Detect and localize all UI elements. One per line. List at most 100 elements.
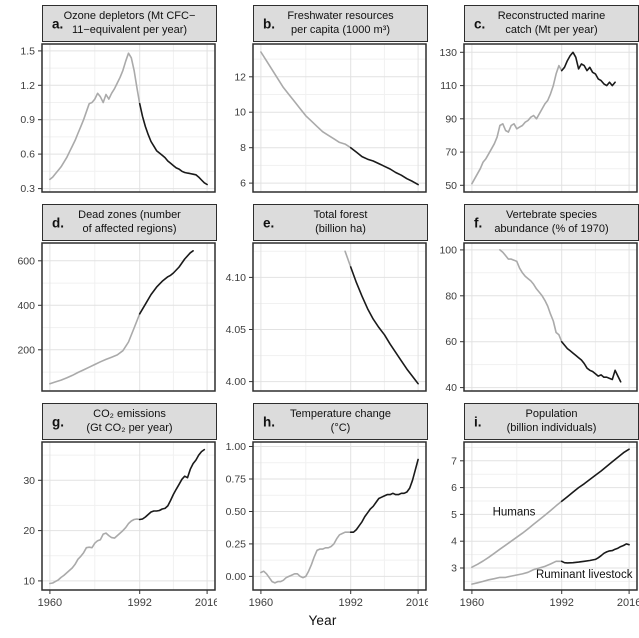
y-axis-tick-label: 6 — [451, 482, 457, 494]
panel-a-letter: a. — [52, 16, 64, 31]
y-axis-tick-label: 0.3 — [20, 183, 35, 194]
series-post-1992 — [138, 250, 194, 315]
y-axis-tick-label: 70 — [445, 147, 457, 159]
y-axis-tick-label: 1.00 — [226, 441, 247, 453]
y-axis-tick-label: 4.05 — [226, 324, 247, 336]
series-annotation: Ruminant livestock — [536, 569, 633, 581]
panel-f-strip: f. Vertebrate species abundance (% of 19… — [464, 204, 639, 241]
panel-b-title: Freshwater resources per capita (1000 m³… — [254, 10, 427, 37]
panel-grid: a. Ozone depletors (Mt CFC− 11−equivalen… — [6, 5, 639, 612]
panel-a-title: Ozone depletors (Mt CFC− 11−equivalent p… — [43, 10, 216, 37]
plot-background — [42, 44, 215, 192]
panel-g-title-line2: (Gt CO₂ per year) — [86, 421, 173, 434]
x-axis-tick-label: 1960 — [460, 597, 484, 609]
panel-border — [252, 441, 427, 591]
y-axis-tick-label: 1.5 — [20, 45, 35, 57]
y-axis-tick-label: 8 — [240, 142, 246, 154]
panel-c: c. Reconstructed marine catch (Mt per ye… — [428, 5, 639, 194]
y-axis-tick-label: 50 — [445, 180, 457, 192]
panel-e-letter: e. — [263, 215, 275, 230]
series-post-1992 — [138, 102, 208, 186]
panel-border — [463, 43, 638, 193]
panel-d: d. Dead zones (number of affected region… — [6, 204, 217, 393]
y-axis-tick-label: 80 — [445, 290, 457, 302]
plot-background — [42, 442, 215, 590]
panel-i-title-line2: (billion individuals) — [506, 421, 597, 434]
panel-f-title: Vertebrate species abundance (% of 1970) — [465, 209, 638, 236]
panel-f-letter: f. — [474, 215, 483, 230]
panel-b-title-line1: Freshwater resources — [287, 10, 394, 23]
x-axis-title: Year — [308, 613, 337, 628]
plot-background — [42, 243, 215, 391]
panel-h-strip: h. Temperature change (°C) — [253, 403, 428, 440]
x-axis-tick-label: 1992 — [127, 597, 151, 609]
panel-h-title-line1: Temperature change — [290, 408, 391, 421]
series-ruminant-pre-1992 — [471, 560, 563, 585]
series-post-1992 — [560, 340, 622, 383]
y-axis-tick-label: 130 — [439, 47, 457, 59]
x-axis-tick-label: 1992 — [549, 597, 573, 609]
series-pre-1992 — [49, 313, 141, 385]
panel-c-plot: 50 70 90 110 130 — [439, 43, 638, 193]
plot-background — [464, 442, 637, 590]
panel-border — [41, 441, 216, 591]
y-axis-tick-label: 12 — [234, 71, 246, 83]
y-axis-tick-label: 1.2 — [20, 80, 35, 92]
y-axis-tick-label: 0.75 — [226, 474, 247, 486]
y-axis-tick-label: 60 — [445, 336, 457, 348]
x-axis-tick-label: 1960 — [38, 597, 62, 609]
x-axis-tick-label: 1960 — [249, 597, 273, 609]
y-axis-tick-label: 30 — [23, 475, 35, 487]
y-axis-tick-label: 0.6 — [20, 149, 35, 161]
panel-g-title-line1: CO₂ emissions — [93, 408, 166, 421]
panel-a-title-line2: 11−equivalent per year) — [71, 23, 188, 36]
panel-f-title-line2: abundance (% of 1970) — [494, 222, 609, 235]
panel-d-plot: 200 400 600 — [17, 242, 216, 392]
y-axis-tick-label: 0.00 — [226, 571, 247, 583]
panel-g-strip: g. CO₂ emissions (Gt CO₂ per year) — [42, 403, 217, 440]
series-annotation: Humans — [493, 507, 536, 519]
series-pre-1992 — [471, 64, 563, 185]
panel-border — [252, 242, 427, 392]
panel-e-strip: e. Total forest (billion ha) — [253, 204, 428, 241]
y-axis-tick-label: 4.10 — [226, 272, 247, 284]
y-axis-tick-label: 110 — [440, 80, 457, 92]
y-axis-tick-label: 400 — [17, 300, 35, 312]
panel-f-title-line1: Vertebrate species — [505, 209, 598, 222]
panel-i: i. Population (billion individuals) Huma… — [428, 403, 639, 612]
y-axis-tick-label: 10 — [234, 107, 246, 119]
panel-f: f. Vertebrate species abundance (% of 19… — [428, 204, 639, 393]
panel-g: g. CO₂ emissions (Gt CO₂ per year) 10 20 3… — [6, 403, 217, 612]
series-humans-post-1992 — [560, 448, 630, 503]
y-axis-tick-label: 40 — [445, 382, 457, 393]
series-pre-1992 — [260, 51, 352, 149]
panel-c-title-line1: Reconstructed marine — [497, 10, 606, 23]
panel-b-letter: b. — [263, 16, 275, 31]
panel-b-strip: b. Freshwater resources per capita (1000… — [253, 5, 428, 42]
y-axis-tick-label: 100 — [439, 244, 457, 256]
y-axis-tick-label: 90 — [445, 113, 457, 125]
panel-a-strip: a. Ozone depletors (Mt CFC− 11−equivalen… — [42, 5, 217, 42]
panel-d-title: Dead zones (number of affected regions) — [43, 209, 216, 236]
panel-g-letter: g. — [52, 414, 64, 429]
panel-i-letter: i. — [474, 414, 482, 429]
x-axis-tick-label: 2016 — [195, 597, 217, 609]
y-axis-tick-label: 10 — [23, 575, 35, 587]
series-pre-1992 — [49, 52, 141, 181]
panel-b-plot: 6 8 10 12 — [234, 43, 427, 193]
series-post-1992 — [560, 51, 616, 87]
series-post-1992 — [138, 448, 206, 521]
panel-border — [463, 242, 638, 392]
panel-i-plot: Humans Ruminant livestock 3 4 5 6 7 1960 1992 201… — [451, 441, 639, 609]
plot-background — [253, 44, 426, 192]
panel-h-letter: h. — [263, 414, 275, 429]
y-axis-tick-label: 7 — [451, 455, 457, 467]
panel-h: h. Temperature change (°C) 0.00 0.25 0.50 0… — [217, 403, 428, 612]
y-axis-tick-label: 0.25 — [226, 538, 247, 550]
y-axis-tick-label: 200 — [17, 344, 35, 356]
y-axis-tick-label: 4 — [451, 536, 457, 548]
y-axis-tick-label: 3 — [451, 563, 457, 575]
series-pre-1992 — [49, 518, 141, 585]
panel-c-letter: c. — [474, 16, 486, 31]
